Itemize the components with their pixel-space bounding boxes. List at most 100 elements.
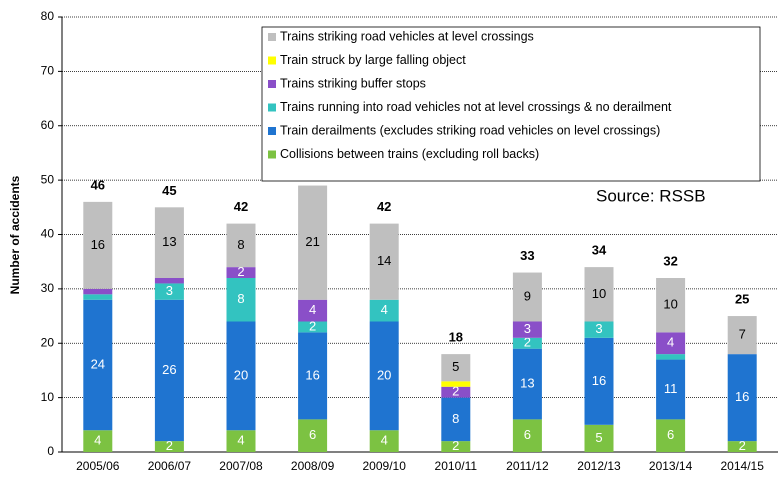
bar-segment bbox=[154, 299, 184, 442]
bar-segment bbox=[298, 419, 328, 452]
total-label: 34 bbox=[592, 243, 607, 258]
bar-segment bbox=[727, 441, 757, 452]
data-label: 4 bbox=[381, 433, 388, 448]
bar-segment bbox=[512, 419, 542, 452]
data-label: 2 bbox=[452, 384, 459, 399]
data-label: 3 bbox=[524, 321, 531, 336]
bar-segment bbox=[298, 185, 328, 300]
bar-segment bbox=[154, 207, 184, 278]
data-label: 4 bbox=[667, 335, 674, 350]
total-label: 33 bbox=[520, 248, 534, 263]
bar-segment bbox=[584, 267, 614, 322]
bar-segment bbox=[298, 332, 328, 420]
x-tick-label: 2010/11 bbox=[435, 459, 478, 473]
x-tick-label: 2013/14 bbox=[649, 459, 693, 473]
y-tick-label: 40 bbox=[41, 227, 55, 241]
y-tick-label: 20 bbox=[41, 335, 55, 349]
bar-segment bbox=[656, 332, 686, 355]
bar-segment bbox=[656, 354, 686, 360]
total-label: 46 bbox=[91, 177, 105, 192]
data-label: 4 bbox=[381, 302, 388, 317]
bar-segment bbox=[512, 337, 542, 349]
data-label: 2 bbox=[237, 264, 244, 279]
x-tick-label: 2006/07 bbox=[148, 459, 192, 473]
bar-segment bbox=[226, 278, 256, 322]
legend-label: Trains striking buffer stops bbox=[280, 76, 426, 90]
y-tick-label: 50 bbox=[41, 172, 55, 186]
bar-segment bbox=[584, 337, 614, 425]
bar-segment bbox=[226, 430, 256, 452]
total-label: 42 bbox=[234, 199, 248, 214]
data-label: 2 bbox=[452, 438, 459, 453]
legend-swatch bbox=[268, 56, 276, 65]
data-label: 8 bbox=[237, 237, 244, 252]
bar-segment bbox=[154, 441, 184, 452]
data-label: 5 bbox=[595, 430, 602, 445]
data-label: 10 bbox=[592, 286, 606, 301]
data-label: 6 bbox=[667, 427, 674, 442]
y-tick-label: 80 bbox=[41, 9, 55, 23]
legend-label: Train struck by large falling object bbox=[280, 53, 466, 67]
y-tick-label: 0 bbox=[47, 444, 54, 458]
bar-segment bbox=[441, 397, 471, 442]
data-label: 4 bbox=[309, 302, 316, 317]
x-tick-label: 2014/15 bbox=[721, 459, 765, 473]
data-label: 24 bbox=[91, 356, 105, 371]
bar-segment bbox=[226, 321, 256, 431]
data-label: 7 bbox=[739, 327, 746, 342]
x-tick-label: 2005/06 bbox=[76, 459, 120, 473]
bar-segment bbox=[656, 419, 686, 452]
legend-label: Trains striking road vehicles at level c… bbox=[280, 29, 534, 43]
bar-segment bbox=[727, 316, 757, 355]
total-label: 42 bbox=[377, 199, 391, 214]
data-label: 2 bbox=[739, 438, 746, 453]
bar-segment bbox=[154, 278, 184, 284]
legend-swatch bbox=[268, 80, 276, 88]
y-axis-label: Number of accidents bbox=[8, 175, 22, 294]
data-label: 16 bbox=[305, 367, 319, 382]
bar-segment bbox=[441, 381, 471, 387]
data-label: 13 bbox=[520, 375, 534, 390]
bar-segment bbox=[83, 288, 113, 295]
total-label: 32 bbox=[663, 253, 677, 268]
data-label: 5 bbox=[452, 359, 459, 374]
data-label: 20 bbox=[234, 367, 248, 382]
total-label: 18 bbox=[449, 330, 463, 345]
bar-segment bbox=[83, 294, 113, 300]
x-tick-label: 2007/08 bbox=[219, 459, 263, 473]
bar-segment bbox=[369, 223, 399, 300]
data-label: 13 bbox=[162, 234, 176, 249]
x-tick-label: 2009/10 bbox=[363, 459, 407, 473]
data-label: 10 bbox=[663, 297, 677, 312]
y-tick-label: 30 bbox=[41, 281, 55, 295]
data-label: 4 bbox=[94, 433, 101, 448]
bar-segment bbox=[369, 299, 399, 322]
legend-swatch bbox=[268, 150, 276, 159]
data-label: 2 bbox=[166, 438, 173, 453]
bar-segment bbox=[226, 223, 256, 268]
bar-segment bbox=[441, 354, 471, 382]
y-tick-label: 70 bbox=[41, 64, 55, 78]
bar-segment bbox=[441, 441, 471, 452]
data-label: 26 bbox=[162, 362, 176, 377]
legend-swatch bbox=[268, 33, 276, 41]
bar-segment bbox=[369, 321, 399, 431]
total-label: 45 bbox=[162, 183, 176, 198]
data-label: 8 bbox=[452, 411, 459, 426]
legend-swatch bbox=[268, 103, 276, 112]
data-label: 16 bbox=[91, 237, 105, 252]
total-label: 25 bbox=[735, 292, 749, 307]
data-label: 6 bbox=[524, 427, 531, 442]
bar-segment bbox=[83, 430, 113, 452]
y-tick-label: 10 bbox=[41, 390, 55, 404]
bar-segment bbox=[83, 299, 113, 431]
bar-segment bbox=[656, 278, 686, 333]
annotation: Source: RSSB bbox=[596, 186, 706, 205]
x-tick-label: 2012/13 bbox=[577, 459, 621, 473]
legend-label: Train derailments (excludes striking roa… bbox=[280, 123, 660, 137]
bar-segment bbox=[512, 348, 542, 420]
data-label: 4 bbox=[237, 433, 244, 448]
y-tick-label: 60 bbox=[41, 118, 55, 132]
bar-segment bbox=[584, 424, 614, 452]
